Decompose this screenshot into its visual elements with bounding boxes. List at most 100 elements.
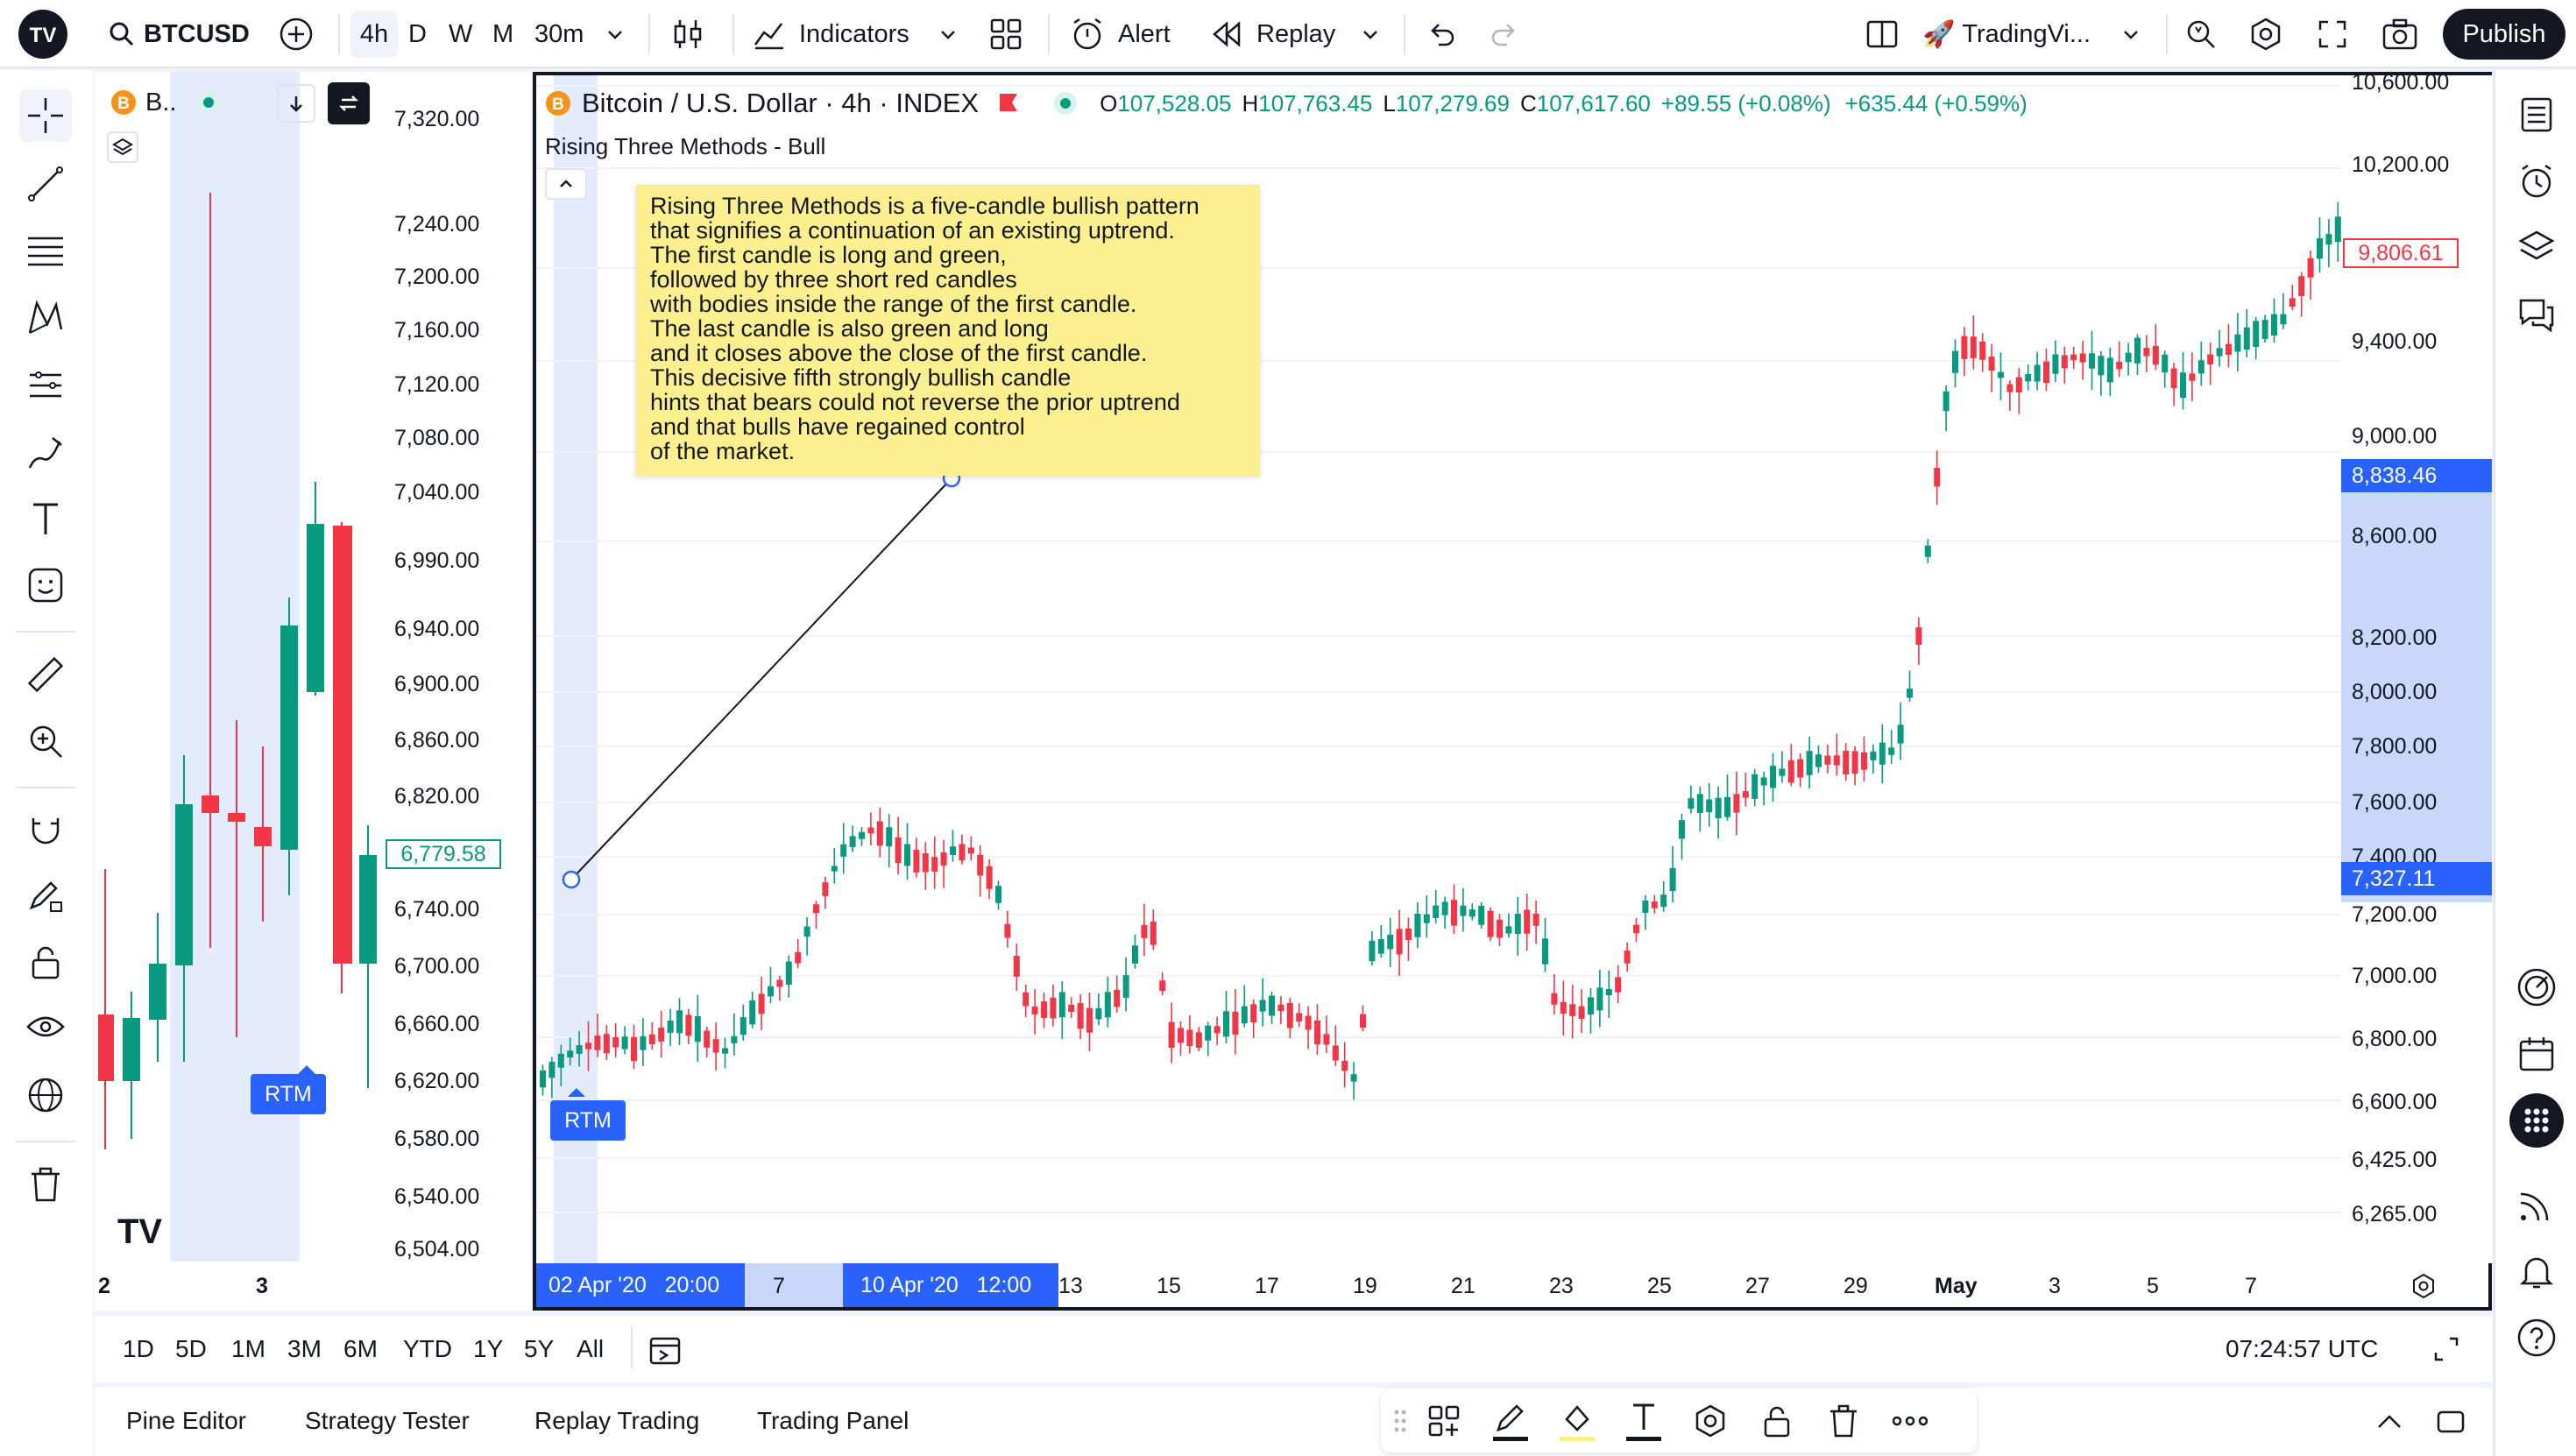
indicators-dropdown[interactable] [938,11,959,58]
object-tree-tool[interactable] [19,1069,72,1121]
candle-body [1451,900,1457,926]
layout-name-button[interactable]: 🚀 TradingVi... [1922,11,2091,58]
lock-drawings-tool[interactable] [19,936,72,988]
layout-dropdown[interactable] [2120,11,2141,58]
window-icon [2437,1410,2465,1433]
replay-dropdown[interactable] [1360,11,1381,58]
maximize-chart-button[interactable] [2429,1332,2464,1367]
redo-button[interactable] [1490,11,1521,58]
products-button[interactable] [2509,1093,2564,1148]
trend-line-tool[interactable] [19,158,72,210]
tab-strategy-tester[interactable]: Strategy Tester [305,1407,470,1434]
rtm-badge[interactable]: RTM [251,1074,326,1114]
lock-drawing-button[interactable] [1754,1398,1800,1444]
chart-legend[interactable]: B Bitcoin / U.S. Dollar · 4h · INDEX O10… [545,86,2028,121]
range-5d[interactable]: 5D [175,1335,207,1362]
chart-settings-button[interactable] [2408,1270,2439,1302]
chart-type-button[interactable] [671,11,704,58]
measure-tool[interactable] [19,648,72,701]
tab-replay-trading[interactable]: Replay Trading [534,1407,700,1434]
notifications-button[interactable] [2509,1244,2564,1298]
range-1y[interactable]: 1Y [473,1335,504,1362]
timeframe-w[interactable]: W [449,19,473,48]
stay-in-drawing-mode-tool[interactable] [19,869,72,922]
text-color-button[interactable] [1621,1398,1667,1444]
flag-icon[interactable] [998,92,1019,115]
mini-chart-pane[interactable]: RTM B B.. TV 7,320.00 7,240.00 7,200.00 … [95,72,531,1311]
maximize-panel-button[interactable] [2432,1403,2469,1440]
collapse-legend-button[interactable] [545,168,587,200]
symbol-search[interactable]: BTCUSD [109,11,250,58]
callout-anchor-point[interactable] [562,870,581,889]
object-tree-button[interactable] [2509,221,2564,275]
range-6m[interactable]: 6M [343,1335,378,1362]
remove-drawings-tool[interactable] [19,1158,72,1211]
sync-button[interactable] [328,82,370,124]
candle-body [2098,356,2105,376]
expand-panel-button[interactable] [2371,1403,2408,1440]
hide-drawings-tool[interactable] [19,1002,72,1055]
replay-button[interactable]: Replay [1209,11,1335,58]
timeframe-4h[interactable]: 4h [350,11,398,58]
range-ytd[interactable]: YTD [403,1335,452,1362]
pattern-tool[interactable] [19,291,72,343]
indicators-button[interactable]: Indicators [752,11,909,58]
range-5y[interactable]: 5Y [524,1335,555,1362]
text-tool[interactable] [19,492,72,545]
crosshair-tool[interactable] [19,89,72,142]
layout-templates-button[interactable] [988,11,1023,58]
icon-tool[interactable] [19,559,72,611]
help-button[interactable] [2509,1311,2564,1365]
fib-tool[interactable] [19,224,72,277]
range-1m[interactable]: 1M [231,1335,265,1362]
more-options-button[interactable] [1887,1398,1933,1444]
timeframe-m[interactable]: M [492,19,514,48]
fill-color-button[interactable] [1554,1398,1600,1444]
scroll-down-button[interactable] [277,84,315,123]
timeframe-30m[interactable]: 30m [534,19,584,48]
zoom-tool[interactable] [19,715,72,767]
main-chart-pane[interactable]: B Bitcoin / U.S. Dollar · 4h · INDEX O10… [533,70,2492,1311]
tab-trading-panel[interactable]: Trading Panel [757,1407,909,1434]
line-color-button[interactable] [1488,1398,1533,1444]
timeframe-d[interactable]: D [408,19,427,48]
brush-tool[interactable] [19,426,72,478]
goto-date-button[interactable] [643,1328,687,1370]
settings-button[interactable] [2248,11,2283,58]
range-all[interactable]: All [577,1335,605,1362]
time-axis[interactable]: 02 Apr '20 20:00 7 10 Apr '20 12:00 13 1… [536,1263,2488,1307]
undo-button[interactable] [1425,11,1456,58]
ideas-button[interactable] [2509,960,2564,1014]
delete-drawing-button[interactable] [1821,1398,1866,1444]
chats-button[interactable] [2509,287,2564,342]
snapshot-button[interactable] [2381,11,2418,58]
utc-clock[interactable]: 07:24:57 UTC [2226,1335,2379,1362]
rtm-badge[interactable]: RTM [550,1100,626,1141]
publish-button[interactable]: Publish [2443,9,2565,60]
price-axis[interactable]: 10,600.00 10,200.00 9,806.61 9,400.00 9,… [2341,70,2492,1263]
pattern-indicator-label[interactable]: Rising Three Methods - Bull [545,133,826,159]
alerts-panel-button[interactable] [2509,154,2564,209]
magnet-tool[interactable] [19,804,72,857]
mini-legend[interactable]: B B.. [110,86,221,119]
quick-search-button[interactable] [2183,11,2219,58]
timeframe-dropdown[interactable] [605,11,626,58]
forecasting-tool[interactable] [19,359,72,412]
camera-icon [2382,18,2417,50]
split-layout-button[interactable] [1865,11,1900,58]
pattern-description-note[interactable]: Rising Three Methods is a five-candle bu… [636,185,1260,476]
drawing-settings-button[interactable] [1688,1398,1733,1444]
stream-button[interactable] [2509,1177,2564,1232]
tab-pine-editor[interactable]: Pine Editor [126,1407,246,1434]
calendar-button[interactable] [2509,1027,2564,1081]
add-template-button[interactable] [1421,1398,1467,1444]
alert-button[interactable]: Alert [1069,11,1171,58]
range-1d[interactable]: 1D [123,1335,154,1362]
watchlist-button[interactable] [2509,88,2564,142]
tradingview-logo-icon[interactable]: TV [18,10,68,59]
fullscreen-button[interactable] [2317,11,2348,58]
layers-button[interactable] [107,131,138,163]
drag-handle[interactable] [1388,1398,1412,1444]
range-3m[interactable]: 3M [287,1335,322,1362]
add-symbol-button[interactable] [279,11,314,58]
